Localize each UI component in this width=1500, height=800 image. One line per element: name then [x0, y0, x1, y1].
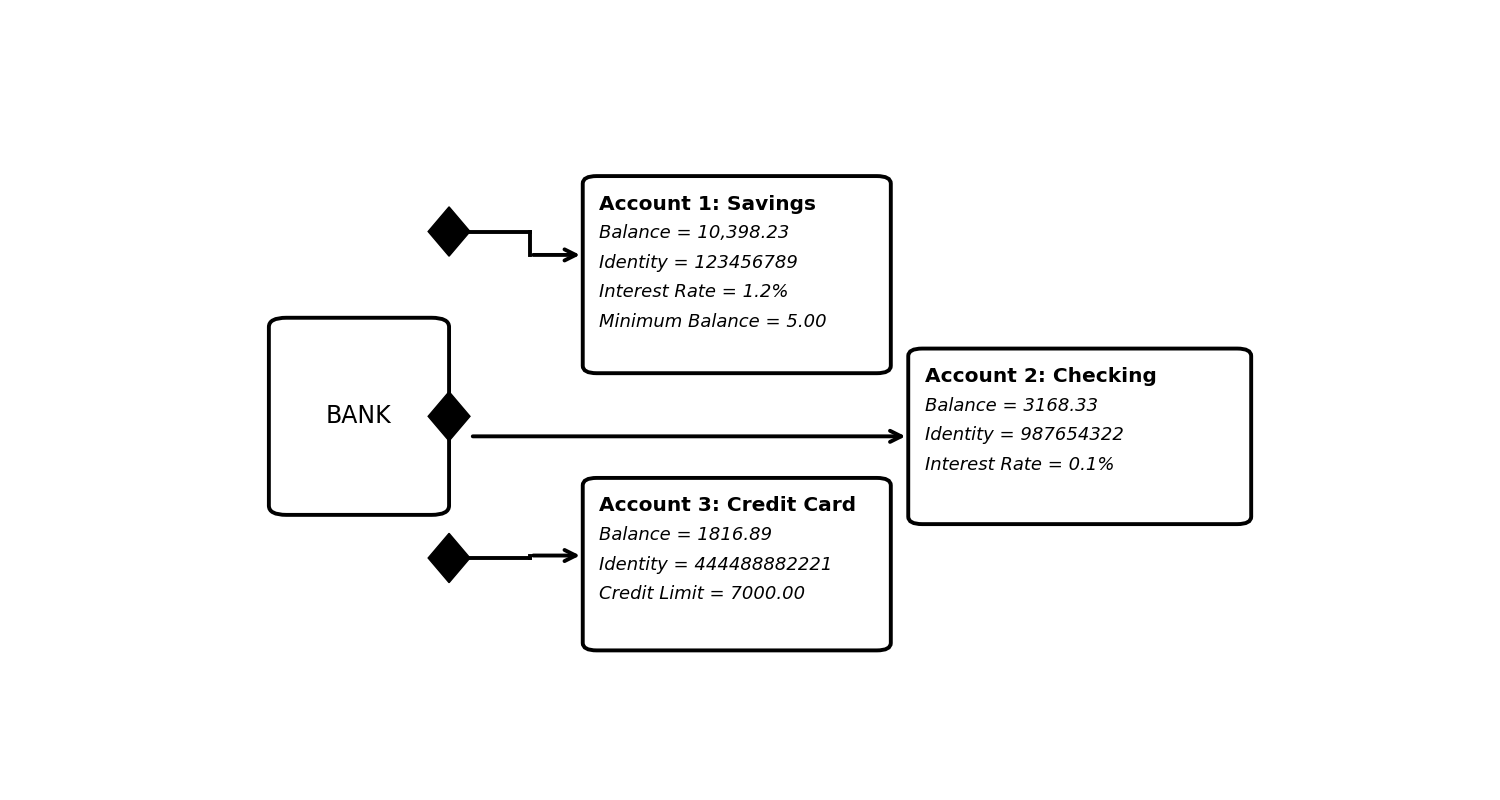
Text: Balance = 3168.33: Balance = 3168.33 [924, 397, 1098, 414]
FancyBboxPatch shape [582, 176, 891, 373]
Text: BANK: BANK [326, 404, 392, 428]
Polygon shape [427, 534, 470, 582]
Text: Interest Rate = 1.2%: Interest Rate = 1.2% [598, 283, 789, 302]
FancyBboxPatch shape [268, 318, 448, 515]
Text: Identity = 444488882221: Identity = 444488882221 [598, 555, 832, 574]
Text: Interest Rate = 0.1%: Interest Rate = 0.1% [924, 456, 1114, 474]
Text: Account 3: Credit Card: Account 3: Credit Card [598, 496, 856, 515]
Text: Identity = 987654322: Identity = 987654322 [924, 426, 1124, 444]
Polygon shape [427, 392, 470, 441]
Text: Minimum Balance = 5.00: Minimum Balance = 5.00 [598, 313, 826, 331]
Text: Account 2: Checking: Account 2: Checking [924, 367, 1156, 386]
FancyBboxPatch shape [582, 478, 891, 650]
Text: Balance = 1816.89: Balance = 1816.89 [598, 526, 772, 544]
Text: Account 1: Savings: Account 1: Savings [598, 194, 816, 214]
Text: Credit Limit = 7000.00: Credit Limit = 7000.00 [598, 585, 806, 603]
Text: Identity = 123456789: Identity = 123456789 [598, 254, 798, 272]
Polygon shape [427, 207, 470, 256]
FancyBboxPatch shape [908, 349, 1251, 524]
Text: Balance = 10,398.23: Balance = 10,398.23 [598, 224, 789, 242]
